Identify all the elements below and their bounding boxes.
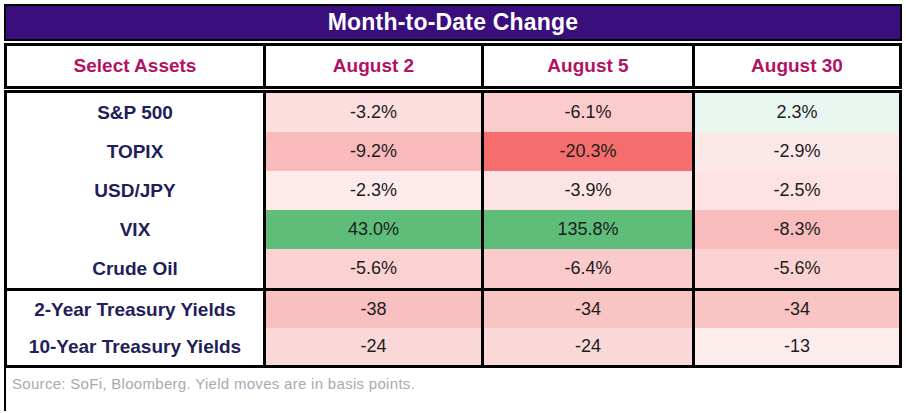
column-header-august-30: August 30 (692, 46, 899, 86)
value-cell: -6.4% (481, 249, 692, 288)
value-cell: -9.2% (263, 132, 481, 171)
column-header-august-5: August 5 (481, 46, 692, 86)
value-cell: -24 (481, 328, 692, 365)
asset-label: S&P 500 (7, 93, 263, 132)
asset-label: TOPIX (7, 132, 263, 171)
column-header-august-2: August 2 (263, 46, 481, 86)
value-cell: -34 (692, 291, 899, 328)
value-cell: -24 (263, 328, 481, 365)
column-header-row: Select Assets August 2 August 5 August 3… (4, 43, 902, 89)
asset-label: VIX (7, 210, 263, 249)
asset-label: 2-Year Treasury Yields (7, 291, 263, 328)
value-cell: 135.8% (481, 210, 692, 249)
value-cell: -8.3% (692, 210, 899, 249)
value-cell: -3.9% (481, 171, 692, 210)
value-cell: -5.6% (692, 249, 899, 288)
percent-section: S&P 500-3.2%-6.1%2.3% TOPIX-9.2%-20.3%-2.… (4, 90, 902, 288)
source-note: Source: SoFi, Bloomberg. Yield moves are… (12, 375, 415, 392)
value-cell: -2.5% (692, 171, 899, 210)
value-cell: -6.1% (481, 93, 692, 132)
value-cell: -2.3% (263, 171, 481, 210)
asset-label: USD/JPY (7, 171, 263, 210)
mtd-change-table: Month-to-Date Change Select Assets Augus… (0, 0, 906, 413)
value-cell: -2.9% (692, 132, 899, 171)
value-cell: -20.3% (481, 132, 692, 171)
table-title-bar: Month-to-Date Change (4, 4, 902, 41)
value-cell: -5.6% (263, 249, 481, 288)
yields-section: 2-Year Treasury Yields-38-34-3410-Year T… (4, 288, 902, 368)
value-cell: -34 (481, 291, 692, 328)
asset-label: Crude Oil (7, 249, 263, 288)
value-cell: 43.0% (263, 210, 481, 249)
asset-label: 10-Year Treasury Yields (7, 328, 263, 365)
value-cell: -3.2% (263, 93, 481, 132)
column-header-select-assets: Select Assets (7, 46, 263, 86)
value-cell: -38 (263, 291, 481, 328)
page-title: Month-to-Date Change (328, 9, 579, 36)
value-cell: 2.3% (692, 93, 899, 132)
value-cell: -13 (692, 328, 899, 365)
source-note-area: Source: SoFi, Bloomberg. Yield moves are… (4, 368, 902, 411)
